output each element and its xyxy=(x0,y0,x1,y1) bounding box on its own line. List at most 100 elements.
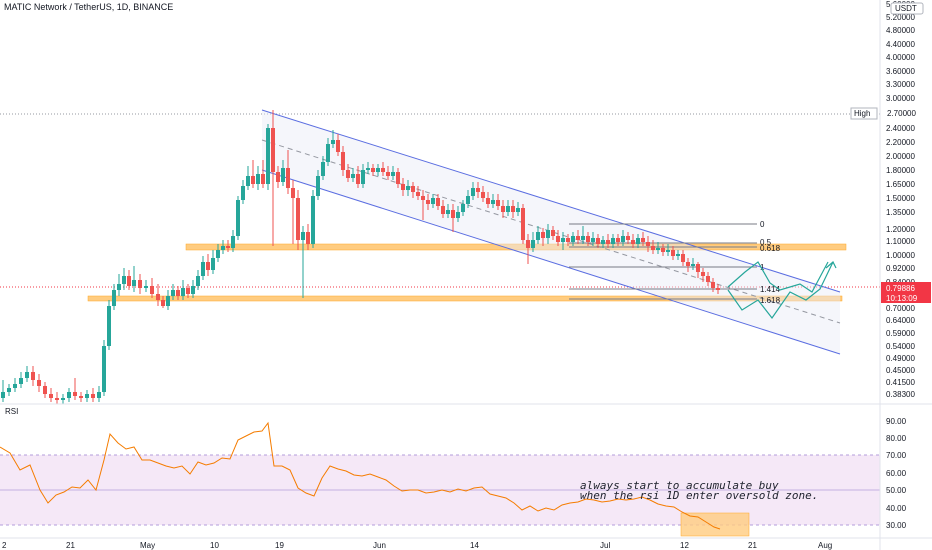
candle-up xyxy=(301,232,305,240)
time-axis-label: 10 xyxy=(210,541,219,550)
candle-up xyxy=(171,290,175,296)
candle-down xyxy=(411,186,415,192)
candle-up xyxy=(691,264,695,266)
candle-up xyxy=(611,238,615,244)
rsi-indicator-label[interactable]: RSI xyxy=(5,407,19,416)
candle-down xyxy=(681,254,685,262)
candle-up xyxy=(166,296,170,306)
candle-down xyxy=(91,394,95,398)
price-axis-label: 0.54000 xyxy=(886,342,915,351)
candle-up xyxy=(506,206,510,212)
annotation-line-1: always start to accumulate buy xyxy=(580,479,779,492)
price-axis-label: 0.64000 xyxy=(886,316,915,325)
candle-down xyxy=(556,236,560,242)
candle-down xyxy=(696,264,700,272)
candle-up xyxy=(376,168,380,172)
candle-up xyxy=(316,176,320,196)
price-axis-label: 1.20000 xyxy=(886,225,915,234)
candle-down xyxy=(43,386,47,394)
rsi-line xyxy=(0,421,721,530)
candle-down xyxy=(626,236,630,240)
candle-up xyxy=(491,200,495,204)
candle-down xyxy=(31,372,35,380)
candle-down xyxy=(521,208,525,240)
candle-up xyxy=(13,384,17,388)
candle-up xyxy=(531,240,535,248)
candle-up xyxy=(466,196,470,204)
fib-label-0.5: 0.5 xyxy=(760,238,772,247)
candle-up xyxy=(636,238,640,244)
high-value-box xyxy=(881,108,931,119)
time-axis-label: Jun xyxy=(373,541,386,550)
candle-down xyxy=(646,242,650,246)
candle-down xyxy=(271,128,275,172)
candle-up xyxy=(666,250,670,252)
fib-extension xyxy=(569,223,757,300)
fib-label-1: 1 xyxy=(760,263,765,272)
candle-up xyxy=(581,236,585,240)
price-axis-label: 2.00000 xyxy=(886,152,915,161)
candle-up xyxy=(546,230,550,238)
candle-down xyxy=(138,280,142,288)
candle-up xyxy=(7,388,11,392)
price-axis-label: 4.00000 xyxy=(886,53,915,62)
candle-up xyxy=(61,398,65,400)
candle-down xyxy=(37,380,41,386)
candle-up xyxy=(25,372,29,378)
price-axis-label: 0.45000 xyxy=(886,366,915,375)
candle-down xyxy=(436,198,440,206)
candle-down xyxy=(511,206,515,212)
candle-down xyxy=(127,276,131,286)
time-axis-label: 12 xyxy=(680,541,689,550)
candle-down xyxy=(716,288,720,290)
fib-label-1.414: 1.414 xyxy=(760,285,781,294)
price-axis-label: 1.35000 xyxy=(886,208,915,217)
rsi-axis-label: 30.00 xyxy=(886,521,907,530)
candle-down xyxy=(566,238,570,242)
candle-up xyxy=(221,246,225,250)
price-axis-label: 2.40000 xyxy=(886,124,915,133)
candle-up xyxy=(112,290,116,306)
candle-down xyxy=(55,398,59,400)
high-tag-value: 2.70000 xyxy=(887,109,916,118)
candle-down xyxy=(501,206,505,212)
candle-up xyxy=(471,188,475,196)
candle-up xyxy=(122,276,126,284)
candle-down xyxy=(176,290,180,296)
price-axis: 5.600005.200004.800004.400004.000003.600… xyxy=(886,0,915,399)
time-axis: 2 21 May 10 19 Jun 14 Jul 12 21 Aug xyxy=(2,541,832,550)
price-axis-label: 1.00000 xyxy=(886,251,915,260)
candle-down xyxy=(631,240,635,244)
channel-lower-line xyxy=(261,169,841,355)
projection-path-upper xyxy=(727,261,829,293)
candle-up xyxy=(516,208,520,212)
candle-up xyxy=(201,262,205,276)
projection-arrowhead xyxy=(825,261,837,269)
candle-down xyxy=(481,192,485,198)
rsi-axis-label: 60.00 xyxy=(886,469,907,478)
candle-down xyxy=(341,152,345,170)
high-tag-label: High xyxy=(854,109,870,118)
candle-up xyxy=(391,172,395,176)
price-axis-label: 0.41500 xyxy=(886,378,915,387)
candle-down xyxy=(596,238,600,244)
candle-down xyxy=(186,288,190,294)
candle-up xyxy=(19,378,23,384)
candle-down xyxy=(206,262,210,270)
candle-down xyxy=(661,248,665,252)
candle-down xyxy=(441,206,445,214)
price-axis-label: 1.65000 xyxy=(886,180,915,189)
price-axis-label: 1.50000 xyxy=(886,194,915,203)
candle-up xyxy=(97,392,101,398)
candle-up xyxy=(281,168,285,182)
candle-down xyxy=(49,394,53,398)
currency-selector xyxy=(890,2,924,15)
candle-down xyxy=(251,176,255,184)
candle-down xyxy=(421,196,425,200)
price-axis-label: 1.80000 xyxy=(886,166,915,175)
candle-up xyxy=(571,236,575,242)
candle-down xyxy=(701,272,705,276)
price-axis-label: 1.10000 xyxy=(886,237,915,246)
price-axis-label: 0.59000 xyxy=(886,329,915,338)
